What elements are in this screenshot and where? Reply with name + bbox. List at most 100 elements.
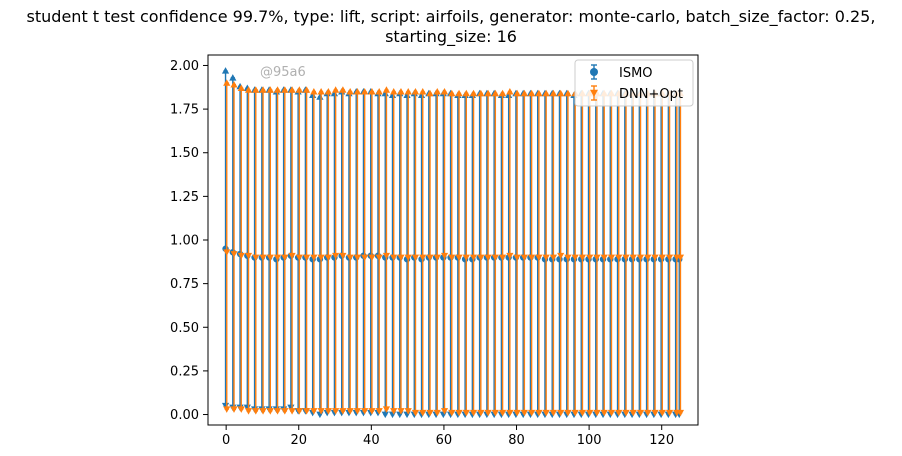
lower-marker <box>676 409 685 417</box>
upper-marker <box>557 89 565 97</box>
data-point <box>288 252 296 260</box>
lower-marker <box>252 408 260 415</box>
lower-marker <box>535 409 543 417</box>
data-point <box>629 254 637 262</box>
data-point <box>477 254 485 262</box>
upper-marker <box>440 88 449 95</box>
upper-marker <box>273 86 282 93</box>
data-point <box>593 254 601 262</box>
lower-marker <box>433 409 441 417</box>
data-point <box>295 254 303 262</box>
upper-marker <box>499 89 507 97</box>
lower-marker <box>607 409 616 417</box>
upper-marker <box>433 88 441 95</box>
data-point <box>252 254 260 262</box>
y-tick-label: 0.75 <box>170 277 199 292</box>
lower-marker <box>361 408 369 415</box>
upper-marker <box>469 89 478 97</box>
data-point <box>636 254 645 262</box>
data-point <box>455 254 463 262</box>
data-point <box>542 254 550 262</box>
data-point <box>564 254 572 262</box>
lower-marker <box>491 409 499 417</box>
x-tick-label: 40 <box>363 433 380 448</box>
y-tick-label: 0.50 <box>170 321 199 336</box>
upper-marker <box>382 86 391 93</box>
lower-marker <box>375 408 383 415</box>
data-point <box>644 254 652 262</box>
lower-marker <box>506 409 514 417</box>
lower-marker <box>440 408 449 415</box>
upper-marker <box>375 88 383 95</box>
legend-label: ISMO <box>619 66 653 81</box>
lower-marker <box>499 409 507 417</box>
lower-marker <box>382 406 391 413</box>
data-point <box>513 254 521 262</box>
data-point <box>244 252 253 260</box>
data-point <box>382 252 391 260</box>
data-point <box>676 254 685 262</box>
upper-marker <box>477 89 485 97</box>
lower-marker <box>586 409 594 417</box>
upper-marker <box>252 86 260 93</box>
lower-marker <box>426 409 434 417</box>
lower-marker <box>557 409 565 417</box>
lower-marker <box>403 411 411 419</box>
lower-marker <box>455 409 463 417</box>
lower-marker <box>411 409 420 417</box>
y-tick-label: 2.00 <box>170 59 199 74</box>
lower-marker <box>281 408 289 415</box>
upper-marker <box>506 88 514 95</box>
upper-marker <box>419 88 427 95</box>
lower-marker <box>332 408 340 415</box>
lower-marker <box>404 408 412 415</box>
data-point <box>506 252 514 260</box>
data-point <box>303 254 311 262</box>
y-tick-label: 1.50 <box>170 146 199 161</box>
upper-marker <box>513 89 521 97</box>
data-point <box>281 254 289 262</box>
data-point <box>368 254 376 262</box>
lower-marker <box>477 409 485 417</box>
upper-marker <box>244 86 253 93</box>
lower-marker <box>368 408 376 415</box>
data-point <box>411 254 420 262</box>
lower-marker <box>520 409 528 417</box>
data-point <box>310 254 318 262</box>
data-point <box>339 252 347 260</box>
x-tick-label: 80 <box>508 433 525 448</box>
data-point <box>375 254 383 262</box>
lower-marker <box>346 408 354 415</box>
upper-marker <box>317 88 325 95</box>
lower-marker <box>288 408 296 415</box>
lower-marker <box>622 409 630 417</box>
data-point <box>520 254 528 262</box>
lower-marker <box>396 411 404 419</box>
data-point <box>332 252 340 260</box>
upper-marker <box>542 89 550 97</box>
data-point <box>230 251 238 258</box>
lower-marker <box>259 408 267 415</box>
lower-marker <box>542 409 550 417</box>
lower-marker <box>578 409 587 417</box>
lower-marker <box>353 408 362 415</box>
upper-marker <box>448 89 456 97</box>
lower-marker <box>462 409 470 417</box>
data-point <box>578 254 587 262</box>
upper-marker <box>221 67 230 74</box>
lower-marker <box>651 409 659 417</box>
lower-marker <box>484 409 492 417</box>
data-point <box>448 254 456 262</box>
upper-marker <box>303 86 311 93</box>
upper-marker <box>404 88 412 95</box>
lower-marker <box>324 408 332 415</box>
watermark: @95a6 <box>260 65 306 80</box>
data-point <box>622 254 630 262</box>
data-point <box>259 254 267 262</box>
data-point <box>528 254 536 262</box>
plot-area <box>221 67 685 419</box>
upper-marker <box>484 89 492 97</box>
lower-marker <box>223 406 231 413</box>
upper-marker <box>324 88 332 95</box>
data-point <box>440 252 449 260</box>
